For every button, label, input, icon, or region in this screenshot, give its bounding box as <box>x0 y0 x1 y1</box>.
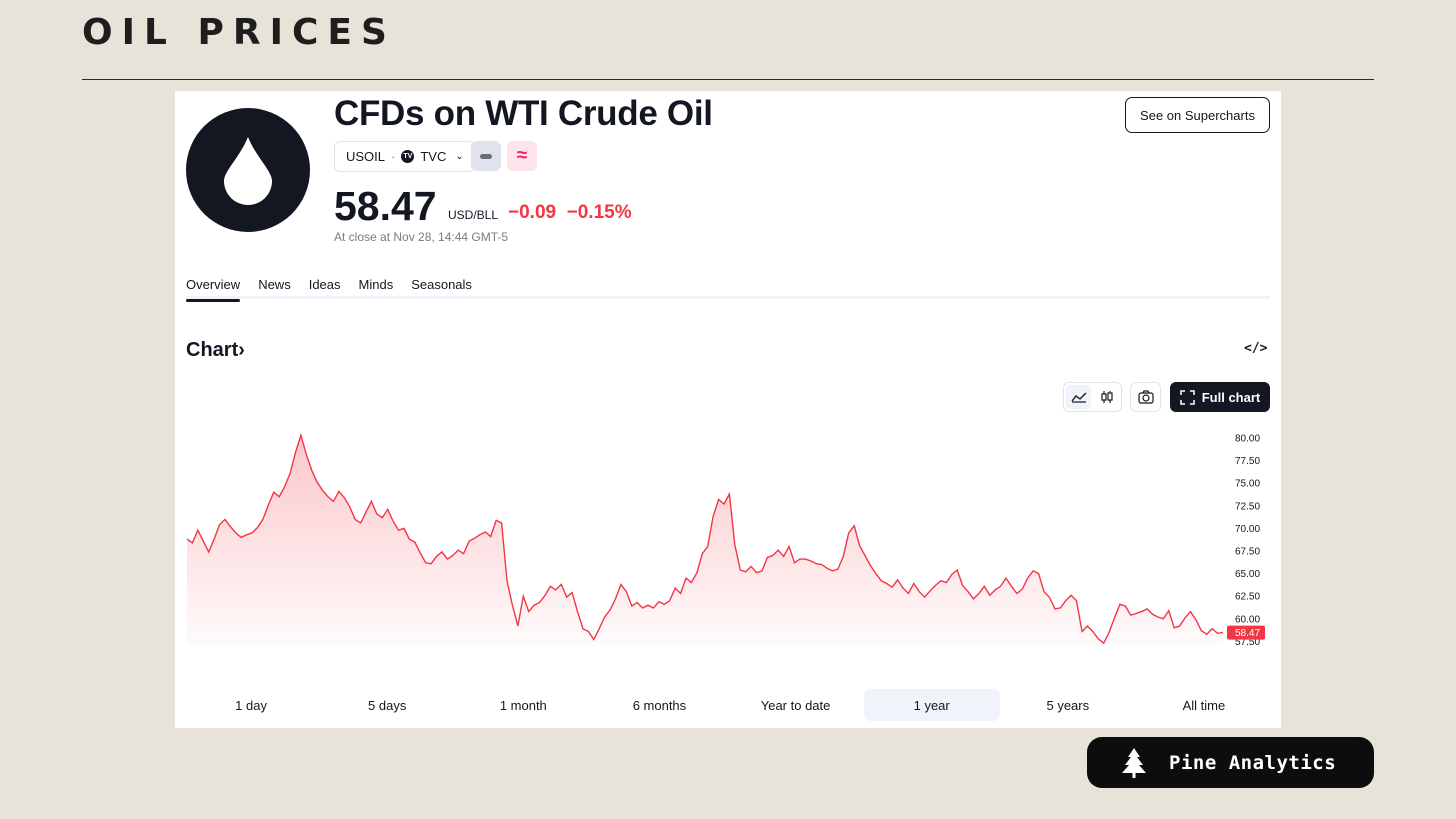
last-price: 58.47 <box>334 183 437 229</box>
instrument-title: CFDs on WTI Crude Oil <box>334 94 713 133</box>
slide-title: OIL PRICES <box>82 12 396 53</box>
y-tick-label: 57.50 <box>1235 637 1260 648</box>
price-chart[interactable]: 80.00 77.50 75.00 72.50 70.00 67.50 65.00 62.50… <box>175 421 1281 671</box>
tab-minds[interactable]: Minds <box>358 277 394 292</box>
chevron-right-icon: › <box>238 339 245 361</box>
range-5-years[interactable]: 5 years <box>1046 697 1090 713</box>
last-price-marker-label: 58.47 <box>1235 628 1260 639</box>
y-tick-label: 70.00 <box>1235 524 1260 535</box>
full-chart-button[interactable]: Full chart <box>1170 382 1270 412</box>
tradingview-card: CFDs on WTI Crude Oil USOIL · TV TVC ⌄ ≈… <box>175 91 1281 728</box>
fullscreen-icon <box>1179 389 1195 405</box>
symbol-label: USOIL <box>346 149 386 164</box>
y-tick-label: 62.50 <box>1235 592 1260 603</box>
tab-overview[interactable]: Overview <box>186 277 241 302</box>
tab-ideas[interactable]: Ideas <box>308 277 341 292</box>
range-year-to-date[interactable]: Year to date <box>760 697 831 713</box>
tab-news[interactable]: News <box>258 277 291 292</box>
pine-tree-icon <box>1122 747 1146 778</box>
range-all-time[interactable]: All time <box>1182 697 1226 713</box>
separator-dot: · <box>391 149 396 164</box>
range-1-day[interactable]: 1 day <box>235 697 267 713</box>
area-chart-icon[interactable] <box>1066 385 1091 409</box>
brand-name: Pine Analytics <box>1169 751 1337 774</box>
time-range-selector: 1 day 5 days 1 month 6 months Year to da… <box>183 689 1272 721</box>
range-6-months[interactable]: 6 months <box>632 697 687 713</box>
embed-code-icon[interactable]: </> <box>1244 341 1268 356</box>
chart-style-toggle <box>1063 382 1122 412</box>
oil-drop-icon <box>186 108 310 232</box>
full-chart-label: Full chart <box>1201 389 1261 405</box>
y-tick-label: 65.00 <box>1235 569 1260 580</box>
exchange-label: TVC <box>420 149 447 164</box>
y-tick-label: 60.00 <box>1235 614 1260 625</box>
chart-section-link[interactable]: Chart› <box>186 339 245 362</box>
see-on-supercharts-button[interactable]: See on Supercharts <box>1125 97 1270 133</box>
market-status-badge[interactable] <box>471 141 501 171</box>
tab-seasonals[interactable]: Seasonals <box>411 277 472 292</box>
y-tick-label: 80.00 <box>1235 434 1260 445</box>
symbol-tabs: Overview News Ideas Minds Seasonals <box>186 277 1270 302</box>
range-1-month[interactable]: 1 month <box>499 697 547 713</box>
candles-icon[interactable] <box>1094 385 1119 409</box>
pine-analytics-badge: Pine Analytics <box>1087 737 1374 788</box>
chart-heading: Chart <box>186 339 239 361</box>
currency-unit: USD/BLL <box>448 208 499 222</box>
close-timestamp: At close at Nov 28, 14:44 GMT-5 <box>334 230 509 244</box>
exchange-logo-icon: TV <box>401 150 415 163</box>
y-tick-label: 77.50 <box>1235 456 1260 467</box>
price-area-fill <box>187 435 1223 646</box>
last-price-marker <box>1227 625 1265 640</box>
y-tick-label: 75.00 <box>1235 479 1260 490</box>
cfd-badge[interactable]: ≈ <box>507 141 537 171</box>
symbol-selector[interactable]: USOIL · TV TVC ⌄ <box>334 141 475 172</box>
y-tick-label: 67.50 <box>1235 547 1260 558</box>
range-5-days[interactable]: 5 days <box>368 697 407 713</box>
title-divider <box>82 79 1374 80</box>
camera-icon[interactable] <box>1130 382 1161 412</box>
price-change: −0.09 −0.15% <box>508 202 632 223</box>
y-tick-label: 72.50 <box>1235 501 1260 512</box>
price-line <box>186 432 1224 645</box>
chevron-down-icon: ⌄ <box>455 151 464 162</box>
range-1-year[interactable]: 1 year <box>863 689 1000 721</box>
